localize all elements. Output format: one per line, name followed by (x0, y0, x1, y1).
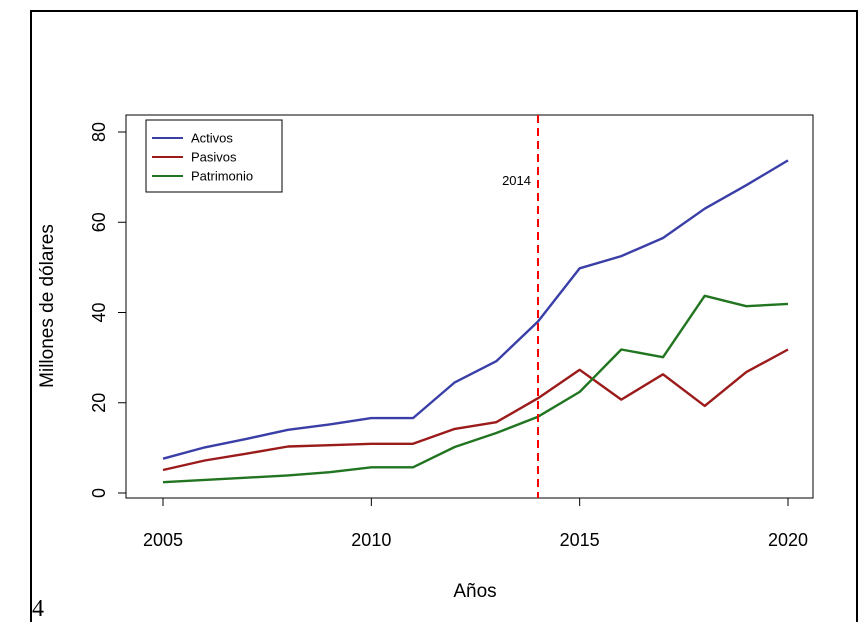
x-tick-label: 2015 (560, 530, 600, 550)
legend-label-activos: Activos (191, 131, 233, 146)
legend: Activos Pasivos Patrimonio (145, 119, 283, 193)
stray-page-number: 4 (32, 596, 44, 622)
reference-line-layer: 2014 (502, 115, 539, 498)
x-axis: 2005 2010 2015 2020 (143, 497, 808, 550)
y-tick-label: 60 (89, 212, 109, 232)
series-line-activos (162, 159, 789, 460)
y-axis-title: Millones de dólares (37, 224, 58, 388)
x-tick-label: 2020 (768, 530, 808, 550)
legend-label-patrimonio: Patrimonio (191, 169, 253, 184)
y-tick-label: 20 (89, 393, 109, 413)
y-tick-label: 0 (89, 488, 109, 498)
x-axis-title: Años (453, 581, 496, 602)
x-tick-label: 2010 (351, 530, 391, 550)
series-layer (162, 159, 789, 484)
x-tick-label: 2005 (143, 530, 183, 550)
y-tick-label: 80 (89, 122, 109, 142)
series-line-pasivos (162, 348, 789, 472)
y-axis: 0 20 40 60 80 (89, 122, 127, 498)
series-line-patrimonio (162, 294, 789, 484)
reference-line-label: 2014 (502, 173, 531, 188)
legend-label-pasivos: Pasivos (191, 150, 237, 165)
y-tick-label: 40 (89, 302, 109, 322)
figure-frame (30, 10, 858, 622)
